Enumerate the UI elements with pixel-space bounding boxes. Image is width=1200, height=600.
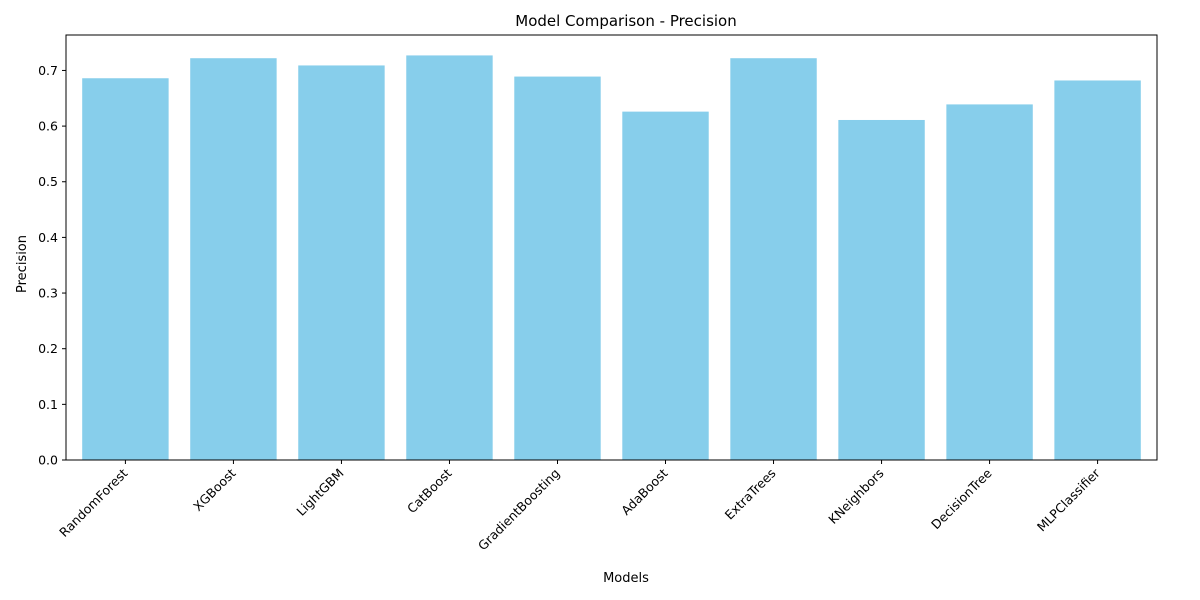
bar-randomforest <box>82 78 169 461</box>
bar-gradientboosting <box>514 76 601 460</box>
x-tick-label: XGBoost <box>190 465 239 514</box>
y-tick-label: 0.7 <box>38 63 58 78</box>
bar-catboost <box>406 55 493 461</box>
bar-decisiontree <box>946 104 1033 461</box>
y-tick-label: 0.3 <box>38 286 58 301</box>
bar-extratrees <box>730 58 817 461</box>
bars-group <box>82 55 1141 461</box>
bar-kneighbors <box>838 119 925 460</box>
x-tick-label: GradientBoosting <box>475 466 563 554</box>
x-tick-label: LightGBM <box>293 466 346 519</box>
x-tick-label: RandomForest <box>56 465 130 539</box>
x-axis: RandomForest XGBoost LightGBM CatBoost Gradi… <box>56 460 1103 553</box>
bar-xgboost <box>190 58 277 461</box>
bar-adaboost <box>622 111 709 460</box>
y-tick-label: 0.0 <box>38 453 58 468</box>
y-tick-label: 0.1 <box>38 397 58 412</box>
bar-lightgbm <box>298 65 385 460</box>
bar-mlpclassifier <box>1054 80 1141 460</box>
y-tick-label: 0.4 <box>38 230 58 245</box>
y-axis-label: Precision <box>15 235 30 293</box>
y-tick-label: 0.6 <box>38 119 58 134</box>
x-tick-label: ExtraTrees <box>722 466 779 523</box>
x-tick-label: MLPClassifier <box>1034 465 1103 534</box>
y-tick-label: 0.2 <box>38 341 58 356</box>
x-tick-label: DecisionTree <box>928 465 995 532</box>
y-axis: 0.0 0.1 0.2 0.3 0.4 0.5 0.6 0.7 <box>38 63 66 468</box>
chart-title: Model Comparison - Precision <box>515 12 737 30</box>
y-tick-label: 0.5 <box>38 174 58 189</box>
plot-frame <box>65 34 1158 461</box>
x-tick-label: AdaBoost <box>618 465 671 518</box>
x-axis-label: Models <box>603 571 649 586</box>
x-tick-label: KNeighbors <box>825 466 886 527</box>
x-tick-label: CatBoost <box>404 465 455 516</box>
